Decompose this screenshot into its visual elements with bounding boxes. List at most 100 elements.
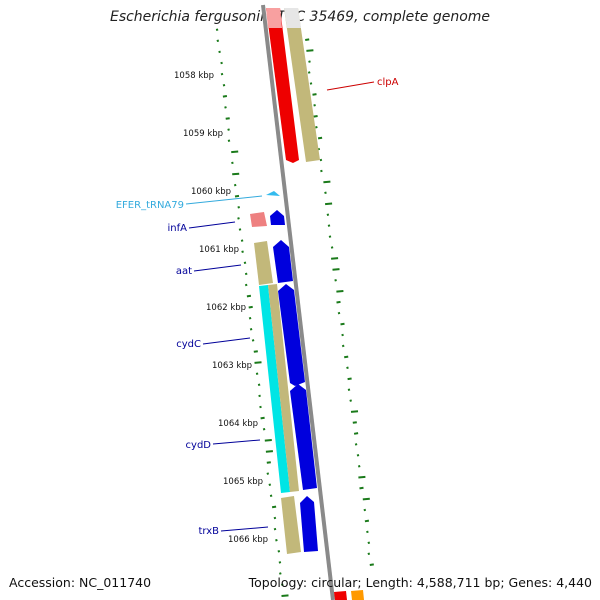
gc-dot bbox=[218, 50, 221, 54]
gc-dot bbox=[248, 316, 252, 320]
gc-dot bbox=[227, 139, 231, 142]
gc-dot bbox=[332, 268, 340, 271]
gc-dot bbox=[249, 328, 253, 331]
gene-bottom-orange bbox=[351, 590, 364, 600]
gc-dot bbox=[369, 563, 374, 566]
gene-label-EFER_tRNA79: EFER_tRNA79 bbox=[116, 200, 184, 211]
gc-dot bbox=[327, 224, 331, 227]
gc-dot bbox=[224, 106, 227, 109]
gene-aat bbox=[273, 240, 293, 283]
gc-dot bbox=[266, 472, 270, 475]
leader-cydC bbox=[202, 337, 251, 345]
gene-trxB bbox=[300, 496, 318, 552]
gc-dot bbox=[366, 530, 369, 534]
gc-dot bbox=[231, 161, 234, 165]
gc-dot bbox=[349, 399, 352, 402]
gc-dot bbox=[346, 366, 349, 370]
gc-dot bbox=[325, 202, 333, 206]
gc-dot bbox=[341, 344, 345, 348]
gene-label-cydD: cydD bbox=[186, 440, 212, 451]
gc-dot bbox=[241, 250, 244, 253]
genome-backbone bbox=[261, 4, 335, 600]
gc-dot bbox=[324, 191, 327, 195]
gc-dot bbox=[251, 339, 255, 342]
gene-clpA-highlight bbox=[266, 8, 282, 28]
gc-dot bbox=[268, 483, 272, 486]
gene-label-trxB: trxB bbox=[198, 526, 219, 537]
leader-trxB bbox=[220, 526, 269, 532]
scale-label-1066: 1066 kbp bbox=[228, 535, 268, 545]
gc-dot bbox=[347, 377, 352, 381]
gene-label-cydC: cydC bbox=[176, 339, 201, 350]
gc-dot bbox=[259, 405, 262, 409]
gene-cydD bbox=[290, 384, 317, 490]
gc-dot bbox=[244, 283, 248, 287]
gc-dot bbox=[246, 294, 252, 298]
gc-dot bbox=[275, 538, 278, 542]
gc-dot bbox=[248, 305, 253, 309]
gc-dot bbox=[363, 508, 367, 512]
gc-dot bbox=[258, 394, 261, 398]
gc-dot bbox=[313, 115, 318, 118]
gc-dot bbox=[273, 516, 277, 520]
gc-dot bbox=[356, 454, 360, 457]
gc-dot bbox=[238, 228, 242, 231]
gc-dot bbox=[244, 272, 248, 276]
gc-skew-right bbox=[305, 38, 374, 566]
gene-label-infA: infA bbox=[168, 223, 188, 234]
gc-dot bbox=[340, 322, 345, 326]
gc-dot bbox=[367, 552, 371, 556]
gene-clpA bbox=[266, 8, 299, 163]
gc-dot bbox=[240, 239, 244, 242]
accession-label: Accession: NC_011740 bbox=[9, 575, 152, 590]
scale-label-1060: 1060 kbp bbox=[191, 187, 231, 197]
scale-label-1065: 1065 kbp bbox=[223, 477, 263, 487]
scale-label-1059: 1059 kbp bbox=[183, 129, 223, 139]
gc-dot bbox=[330, 246, 334, 249]
gc-dot bbox=[216, 39, 220, 43]
gc-dot bbox=[227, 128, 230, 131]
gc-dot bbox=[273, 527, 277, 531]
leader-cydD bbox=[212, 439, 261, 445]
gc-dot bbox=[253, 350, 258, 353]
gene-label-clpA: clpA bbox=[377, 77, 399, 88]
gc-dot bbox=[336, 300, 341, 304]
gc-dot bbox=[347, 388, 351, 391]
gene-infA-reverse bbox=[250, 212, 267, 227]
gc-dot bbox=[234, 194, 240, 198]
gc-dot bbox=[277, 550, 281, 553]
gc-dot bbox=[307, 71, 311, 74]
gc-dot bbox=[336, 290, 344, 293]
gc-dot bbox=[317, 136, 323, 140]
trna-EFER_tRNA79 bbox=[266, 191, 280, 196]
cds-trxB bbox=[281, 496, 301, 554]
gc-dot bbox=[264, 439, 272, 442]
gc-dot bbox=[260, 416, 265, 420]
scale-label-1063: 1063 kbp bbox=[212, 361, 252, 371]
gc-dot bbox=[337, 311, 341, 315]
gc-dot bbox=[233, 183, 237, 187]
gc-dot bbox=[334, 279, 337, 282]
gc-dot bbox=[320, 169, 323, 173]
gc-dot bbox=[232, 172, 240, 176]
gc-dot bbox=[359, 486, 364, 490]
gc-dot bbox=[257, 383, 261, 387]
gc-dot bbox=[265, 450, 273, 453]
gc-dot bbox=[269, 494, 273, 498]
gc-dot bbox=[231, 150, 239, 154]
rna-cydC-cydD bbox=[259, 285, 290, 493]
leader-EFER_tRNA79 bbox=[185, 195, 263, 205]
scale-label-1058: 1058 kbp bbox=[174, 71, 214, 81]
gc-dot bbox=[281, 583, 284, 586]
gc-dot bbox=[308, 60, 311, 63]
gc-dot bbox=[215, 28, 219, 31]
gc-dot bbox=[331, 257, 339, 260]
gc-dot bbox=[350, 410, 359, 413]
gc-dot bbox=[220, 72, 224, 76]
gene-bottom-red bbox=[334, 591, 347, 600]
gc-dot bbox=[279, 572, 282, 575]
gc-dot bbox=[262, 427, 266, 431]
gc-dot bbox=[225, 117, 230, 120]
gc-dot bbox=[243, 261, 247, 265]
